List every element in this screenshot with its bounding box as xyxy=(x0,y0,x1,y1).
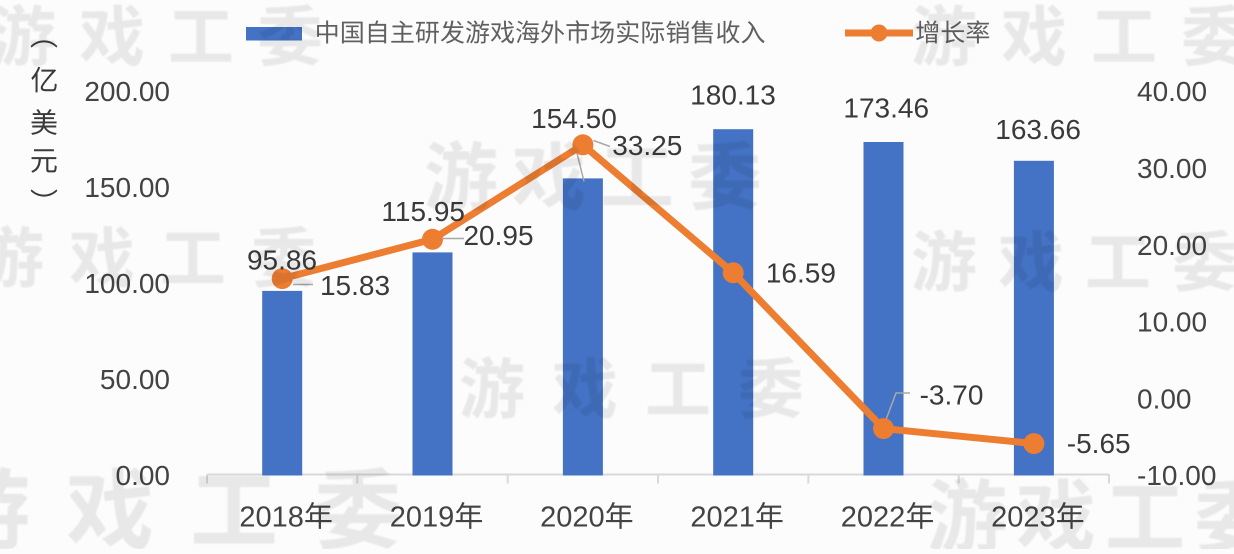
svg-text:-3.70: -3.70 xyxy=(920,380,984,411)
svg-text:40.00: 40.00 xyxy=(1137,76,1207,107)
svg-text:2020: 2020 xyxy=(540,502,605,534)
svg-text:-5.65: -5.65 xyxy=(1067,428,1131,459)
svg-text:0.00: 0.00 xyxy=(1137,383,1192,414)
svg-text:50.00: 50.00 xyxy=(100,364,170,395)
svg-text:-10.00: -10.00 xyxy=(1137,460,1216,491)
svg-text:2018: 2018 xyxy=(239,502,304,534)
svg-text:15.83: 15.83 xyxy=(320,270,390,301)
svg-text:2022: 2022 xyxy=(841,502,906,534)
svg-text:163.66: 163.66 xyxy=(995,114,1081,145)
svg-text:173.46: 173.46 xyxy=(843,93,929,124)
svg-text:154.50: 154.50 xyxy=(531,103,617,134)
svg-text:16.59: 16.59 xyxy=(766,258,836,289)
svg-text:115.95: 115.95 xyxy=(381,196,465,227)
svg-text:30.00: 30.00 xyxy=(1137,153,1207,184)
svg-text:150.00: 150.00 xyxy=(84,172,170,203)
svg-text:2021: 2021 xyxy=(690,502,755,534)
svg-text:180.13: 180.13 xyxy=(690,79,776,110)
svg-text:2019: 2019 xyxy=(390,502,455,534)
svg-text:200.00: 200.00 xyxy=(84,76,170,107)
svg-text:20.95: 20.95 xyxy=(463,220,533,251)
svg-text:10.00: 10.00 xyxy=(1137,307,1207,338)
